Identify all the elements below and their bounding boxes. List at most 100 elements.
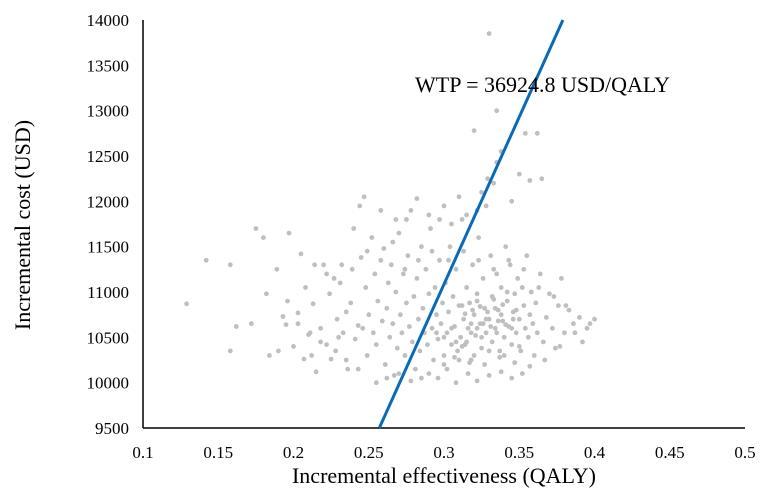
scatter-point (384, 306, 389, 311)
scatter-point (400, 330, 405, 335)
scatter-point (472, 312, 477, 317)
scatter-point (512, 360, 517, 365)
scatter-point (527, 178, 532, 183)
scatter-point (311, 301, 316, 306)
scatter-point (249, 321, 254, 326)
scatter-point (261, 235, 266, 240)
scatter-point (454, 267, 459, 272)
scatter-point (416, 258, 421, 263)
scatter-point (424, 267, 429, 272)
scatter-point (442, 204, 447, 209)
scatter-point (427, 371, 432, 376)
scatter-point (482, 362, 487, 367)
scatter-point (403, 267, 408, 272)
scatter-point (348, 301, 353, 306)
scatter-point (425, 342, 430, 347)
scatter-point (538, 272, 543, 277)
scatter-point (535, 131, 540, 136)
scatter-point (439, 321, 444, 326)
scatter-point (533, 301, 538, 306)
x-tick-label: 0.3 (433, 443, 454, 462)
scatter-point (374, 342, 379, 347)
scatter-point (406, 253, 411, 258)
scatter-point (509, 342, 514, 347)
scatter-point (442, 335, 447, 340)
scatter-point (314, 369, 319, 374)
scatter-point (469, 330, 474, 335)
y-tick-label: 9500 (95, 419, 129, 438)
scatter-point (488, 253, 493, 258)
scatter-point (285, 299, 290, 304)
scatter-point (228, 262, 233, 267)
scatter-point (464, 213, 469, 218)
scatter-point (401, 272, 406, 277)
scatter-point (479, 346, 484, 351)
scatter-point (308, 330, 313, 335)
scatter-point (440, 301, 445, 306)
scatter-point (407, 324, 412, 329)
scatter-point (393, 290, 398, 295)
scatter-point (550, 326, 555, 331)
scatter-point (434, 330, 439, 335)
scatter-point (553, 346, 558, 351)
scatter-point (312, 262, 317, 267)
scatter-point (481, 276, 486, 281)
scatter-point (332, 276, 337, 281)
scatter-point (517, 344, 522, 349)
scatter-point (351, 226, 356, 231)
scatter-point (446, 310, 451, 315)
scatter-point (524, 253, 529, 258)
y-tick-label: 12000 (87, 192, 130, 211)
scatter-point (470, 262, 475, 267)
scatter-point (365, 353, 370, 358)
scatter-point (494, 272, 499, 277)
scatter-point (475, 379, 480, 384)
scatter-point (523, 131, 528, 136)
scatter-point (514, 308, 519, 313)
scatter-point (433, 285, 438, 290)
scatter-point (397, 371, 402, 376)
scatter-point (503, 322, 508, 327)
scatter-point (318, 326, 323, 331)
scatter-point (527, 364, 532, 369)
scatter-point (445, 330, 450, 335)
scatter-point (416, 317, 421, 322)
y-tick-label: 11000 (87, 283, 129, 302)
scatter-point (508, 262, 513, 267)
scatter-point (365, 249, 370, 254)
scatter-point (409, 208, 414, 213)
scatter-point (228, 349, 233, 354)
scatter-point (509, 376, 514, 381)
scatter-point (564, 303, 569, 308)
scatter-point (428, 226, 433, 231)
scatter-point (449, 342, 454, 347)
scatter-point (329, 357, 334, 362)
scatter-point (389, 262, 394, 267)
x-tick-label: 0.5 (734, 443, 755, 462)
scatter-point (505, 290, 510, 295)
scatter-point (419, 244, 424, 249)
scatter-point (371, 330, 376, 335)
x-tick-label: 0.15 (203, 443, 233, 462)
scatter-point (520, 285, 525, 290)
scatter-point (536, 285, 541, 290)
scatter-point (577, 315, 582, 320)
scatter-point (344, 310, 349, 315)
x-tick-label: 0.1 (132, 443, 153, 462)
scatter-point (490, 294, 495, 299)
scatter-point (484, 317, 489, 322)
scatter-point (461, 249, 466, 254)
scatter-point (469, 321, 474, 326)
scatter-point (521, 267, 526, 272)
scatter-point (434, 312, 439, 317)
scatter-point (476, 235, 481, 240)
scatter-point (333, 349, 338, 354)
scatter-point (488, 324, 493, 329)
scatter-point (287, 231, 292, 236)
scatter-point (276, 349, 281, 354)
scatter-point (500, 302, 505, 307)
scatter-point (415, 276, 420, 281)
scatter-point (321, 262, 326, 267)
scatter-point (472, 353, 477, 358)
